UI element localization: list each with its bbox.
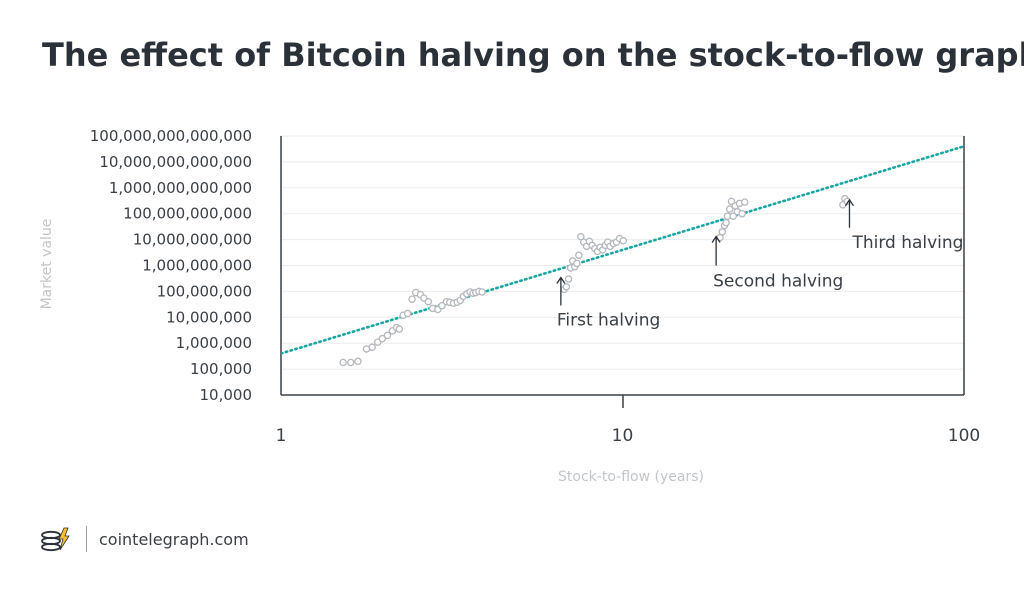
y-axis-ticks: 10,000 100,000 1,000,000 10,000,000 100,000,… [90, 127, 252, 404]
y-tick-label: 100,000 [190, 360, 252, 378]
data-point [346, 358, 355, 367]
y-tick-label: 100,000,000,000 [123, 205, 252, 223]
data-points [339, 194, 851, 367]
axes [280, 136, 965, 408]
grid-lines [281, 135, 964, 396]
trend-line-group [281, 145, 964, 355]
data-point [403, 309, 412, 318]
y-tick-label: 10,000 [200, 386, 253, 404]
annotations: First halving Second halving Third halving [556, 198, 963, 331]
x-tick-label: 100 [948, 426, 980, 446]
cointelegraph-logo-icon [41, 527, 70, 552]
y-tick-label: 1,000,000,000,000 [109, 179, 252, 197]
footer-site-link[interactable]: cointelegraph.com [99, 529, 249, 549]
x-axis-ticks: 1 10 100 [276, 426, 981, 446]
data-point [354, 357, 362, 366]
arrow-up-icon [844, 198, 855, 207]
data-point [478, 288, 486, 296]
x-tick-label: 1 [276, 426, 287, 446]
y-tick-label: 100,000,000 [157, 282, 252, 300]
data-point [424, 297, 433, 306]
y-tick-label: 10,000,000 [166, 308, 252, 326]
data-point [408, 295, 416, 303]
y-tick-label: 10,000,000,000 [133, 231, 252, 249]
y-tick-label: 10,000,000,000,000 [99, 153, 252, 171]
arrow-up-icon [711, 235, 721, 243]
data-point [725, 205, 734, 213]
stock-to-flow-chart: 10,000 100,000 1,000,000 10,000,000 100,000,… [39, 127, 981, 485]
halving-annotation: First halving [556, 276, 660, 331]
data-point [619, 237, 627, 245]
footer: cointelegraph.com [40, 524, 249, 554]
arrow-up-icon [556, 276, 566, 284]
x-tick-label: 10 [612, 426, 634, 446]
data-point [383, 331, 392, 340]
trend-line [281, 145, 964, 355]
y-tick-label: 1,000,000 [176, 334, 252, 352]
chart-title: The effect of Bitcoin halving on the sto… [42, 36, 1024, 74]
data-point [564, 275, 573, 283]
data-point [727, 197, 736, 206]
y-tick-label: 1,000,000,000 [142, 257, 252, 275]
data-point [740, 198, 749, 206]
data-point [339, 358, 347, 367]
data-point [718, 228, 727, 236]
annotation-label: Third halving [851, 233, 963, 253]
data-point [738, 209, 746, 218]
data-point [577, 232, 585, 241]
data-point [729, 212, 737, 220]
data-point [368, 343, 376, 351]
data-point [722, 218, 730, 227]
data-point [562, 283, 571, 291]
halving-annotation: Second halving [711, 235, 843, 292]
data-point [575, 251, 583, 259]
data-point [378, 334, 387, 343]
y-axis-label: Market value [39, 219, 55, 310]
data-point [573, 259, 581, 268]
data-point [395, 325, 404, 333]
footer-separator [86, 526, 87, 552]
data-point [438, 301, 446, 310]
annotation-label: First halving [557, 311, 660, 331]
y-tick-label: 100,000,000,000,000 [90, 127, 252, 145]
x-axis-label: Stock-to-flow (years) [558, 469, 704, 485]
halving-annotation: Third halving [844, 198, 963, 253]
annotation-label: Second halving [713, 272, 843, 292]
